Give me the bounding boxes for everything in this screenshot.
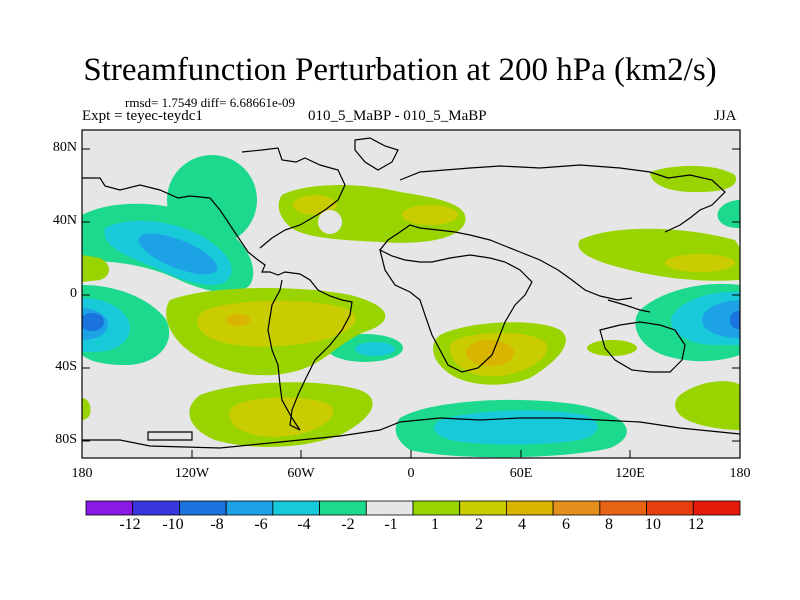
colorbar-swatch: [225, 500, 274, 516]
colorbar-label: -8: [210, 516, 224, 533]
contour-region: [197, 300, 356, 347]
x-tick-label: 180: [71, 466, 93, 481]
colorbar-swatch: [646, 500, 694, 516]
contour-region: [82, 398, 91, 420]
y-tick-label: 0: [70, 286, 77, 301]
contour-region: [650, 165, 737, 193]
contour-region: [82, 255, 109, 282]
experiment-label: Expt = teyec-teydc1: [82, 108, 203, 124]
americas-west-coast: [82, 177, 353, 431]
colorbar: [85, 500, 741, 516]
contour-region: [82, 313, 104, 331]
colorbar-label: 10: [645, 516, 661, 533]
contour-region: [466, 340, 514, 366]
contour-hole: [318, 210, 342, 234]
colorbar-swatch: [506, 500, 554, 516]
colorbar-swatch: [459, 500, 507, 516]
colorbar-label: -4: [297, 516, 311, 533]
y-tick-label: 80N: [52, 140, 77, 155]
x-tick-label: 60W: [287, 466, 315, 481]
colorbar-label: 8: [605, 516, 613, 533]
colorbar-swatch: [319, 500, 367, 516]
colorbar-label: -10: [162, 516, 184, 533]
contour-region: [675, 381, 740, 430]
antarctic-fragment: [147, 431, 193, 441]
contour-region: [587, 340, 637, 356]
contour-region: [717, 200, 740, 228]
x-tick-label: 180: [729, 466, 751, 481]
africa-outline: [379, 248, 533, 373]
season-label: JJA: [714, 108, 737, 124]
colorbar-label: 1: [431, 516, 439, 533]
colorbar-swatch: [365, 500, 414, 516]
greenland-outline: [354, 137, 399, 171]
colorbar-swatch: [132, 500, 180, 516]
x-tick-marks: [81, 450, 741, 458]
colorbar-label: -1: [384, 516, 398, 533]
colorbar-label: 12: [688, 516, 704, 533]
contour-region: [702, 300, 740, 338]
colorbar-label: -12: [119, 516, 141, 533]
x-tick-label: 0: [407, 466, 415, 481]
positive-4-regions: [226, 314, 514, 366]
colorbar-swatch: [412, 500, 461, 516]
colorbar-swatch: [692, 500, 741, 516]
colorbar-swatch: [599, 500, 647, 516]
contour-region: [434, 410, 598, 445]
maritime-continent: [607, 299, 651, 313]
stats-line: rmsd= 1.7549 diff= 6.68661e-09: [125, 95, 296, 110]
north-america-east: [241, 147, 346, 249]
x-tick-label: 120E: [615, 466, 645, 481]
contour-region: [665, 254, 735, 272]
x-tick-label: 120W: [174, 466, 210, 481]
contour-region: [355, 342, 395, 356]
colorbar-label: 6: [562, 516, 570, 533]
y-tick-label: 40S: [55, 359, 77, 374]
colorbar-label: 2: [475, 516, 483, 533]
australia-outline: [599, 321, 686, 373]
colorbar-swatch: [85, 500, 134, 516]
eurasia-south-coast: [379, 224, 633, 301]
south-america-outline: [267, 279, 301, 431]
colorbar-swatch: [179, 500, 227, 516]
colorbar-label: -2: [341, 516, 355, 533]
eurasia-north-coast: [399, 164, 726, 233]
contour-region: [138, 233, 218, 275]
contour-fill-layer: [82, 137, 740, 458]
contour-region: [402, 205, 458, 225]
chart-title: Streamfunction Perturbation at 200 hPa (…: [83, 52, 717, 88]
case-label: 010_5_MaBP - 010_5_MaBP: [308, 108, 487, 124]
colorbar-swatch: [552, 500, 601, 516]
contour-region: [229, 397, 334, 437]
colorbar-label: 4: [518, 516, 526, 533]
y-tick-label: 40N: [52, 213, 77, 228]
antarctica-coast: [82, 417, 740, 449]
contour-region: [293, 195, 337, 215]
coastlines: [82, 137, 740, 449]
x-tick-label: 60E: [509, 466, 533, 481]
y-tick-marks: [82, 148, 740, 442]
negative-8-regions: [82, 311, 740, 331]
y-tick-label: 80S: [55, 432, 77, 447]
colorbar-label: -6: [254, 516, 268, 533]
contour-region: [226, 314, 250, 326]
contour-region: [730, 311, 740, 329]
colorbar-swatch: [272, 500, 320, 516]
